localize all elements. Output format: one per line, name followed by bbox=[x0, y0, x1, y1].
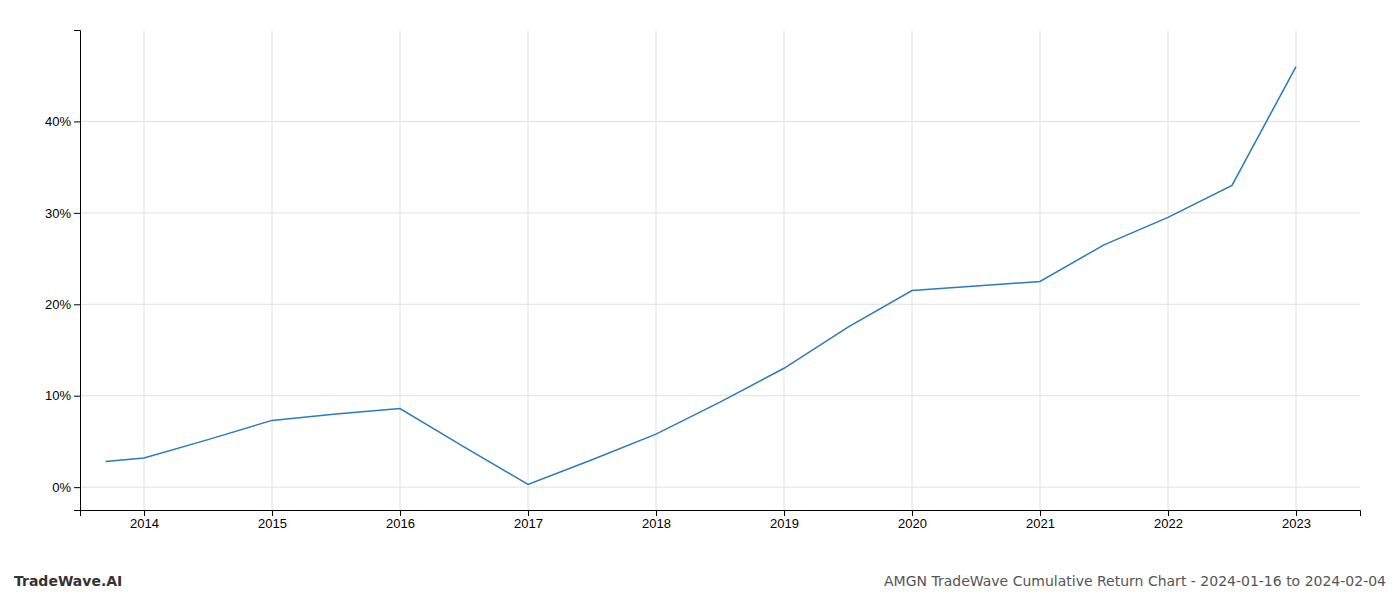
title: AMGN TradeWave Cumulative Return Chart -… bbox=[884, 573, 1386, 589]
x-grid-line bbox=[1296, 30, 1297, 510]
x-tick: 2015 bbox=[258, 510, 287, 531]
y-tick: 20% bbox=[45, 297, 80, 312]
x-tick-label: 2019 bbox=[770, 516, 799, 531]
y-axis-line bbox=[74, 31, 81, 511]
x-axis: 2014 2015 2016 2017 2018 2019 2020 2021 2022 2023 bbox=[81, 510, 1361, 531]
x-tick-label: 2023 bbox=[1282, 516, 1311, 531]
y-tick-label: 0% bbox=[52, 480, 71, 495]
y-tick-mark bbox=[74, 213, 80, 214]
x-grid-line bbox=[144, 30, 145, 510]
x-tick-label: 2015 bbox=[258, 516, 287, 531]
x-grid-line bbox=[784, 30, 785, 510]
x-tick-label: 2016 bbox=[386, 516, 415, 531]
x-tick-label: 2020 bbox=[898, 516, 927, 531]
y-tick-label: 10% bbox=[45, 388, 71, 403]
marks bbox=[106, 67, 1296, 485]
x-tick: 2020 bbox=[898, 510, 927, 531]
x-tick-label: 2014 bbox=[130, 516, 159, 531]
x-tick: 2018 bbox=[642, 510, 671, 531]
y-tick: 30% bbox=[45, 206, 80, 221]
x-grid-line bbox=[400, 30, 401, 510]
x-tick-mark bbox=[528, 510, 529, 516]
y-axis: 0% 10% 20% 30% 40% bbox=[45, 31, 81, 511]
y-tick: 40% bbox=[45, 114, 80, 129]
x-tick-mark bbox=[912, 510, 913, 516]
y-tick-label: 30% bbox=[45, 206, 71, 221]
annotation: TradeWave.AI bbox=[14, 573, 122, 589]
line bbox=[106, 67, 1296, 485]
y-tick-mark bbox=[74, 304, 80, 305]
grid bbox=[80, 30, 1360, 510]
x-tick-label: 2021 bbox=[1026, 516, 1055, 531]
x-grid-line bbox=[912, 30, 913, 510]
x-tick-mark bbox=[400, 510, 401, 516]
y-tick-label: 40% bbox=[45, 114, 71, 129]
x-tick: 2021 bbox=[1026, 510, 1055, 531]
x-axis-line bbox=[81, 511, 1361, 517]
x-tick-mark bbox=[1168, 510, 1169, 516]
x-tick-mark bbox=[144, 510, 145, 516]
x-grid-line bbox=[272, 30, 273, 510]
x-tick: 2017 bbox=[514, 510, 543, 531]
x-grid-line bbox=[1040, 30, 1041, 510]
y-tick: 10% bbox=[45, 388, 80, 403]
x-tick: 2016 bbox=[386, 510, 415, 531]
x-tick-label: 2018 bbox=[642, 516, 671, 531]
y-tick-mark bbox=[74, 121, 80, 122]
x-tick-label: 2017 bbox=[514, 516, 543, 531]
plot: 2014 2015 2016 2017 2018 2019 2020 2021 2022 2023… bbox=[45, 30, 1361, 531]
y-tick: 0% bbox=[52, 480, 80, 495]
y-tick-mark bbox=[74, 396, 80, 397]
x-tick: 2014 bbox=[130, 510, 159, 531]
y-tick-label: 20% bbox=[45, 297, 71, 312]
x-tick: 2023 bbox=[1282, 510, 1311, 531]
x-tick-mark bbox=[1040, 510, 1041, 516]
x-tick-mark bbox=[784, 510, 785, 516]
x-grid-line bbox=[656, 30, 657, 510]
x-tick: 2019 bbox=[770, 510, 799, 531]
x-grid-line bbox=[528, 30, 529, 510]
chart: 2014 2015 2016 2017 2018 2019 2020 2021 2022 2023… bbox=[0, 0, 1400, 600]
y-tick-mark bbox=[74, 487, 80, 488]
x-tick-mark bbox=[656, 510, 657, 516]
x-grid-line bbox=[1168, 30, 1169, 510]
x-tick-mark bbox=[272, 510, 273, 516]
x-tick-mark bbox=[1296, 510, 1297, 516]
x-tick-label: 2022 bbox=[1154, 516, 1183, 531]
x-tick: 2022 bbox=[1154, 510, 1183, 531]
